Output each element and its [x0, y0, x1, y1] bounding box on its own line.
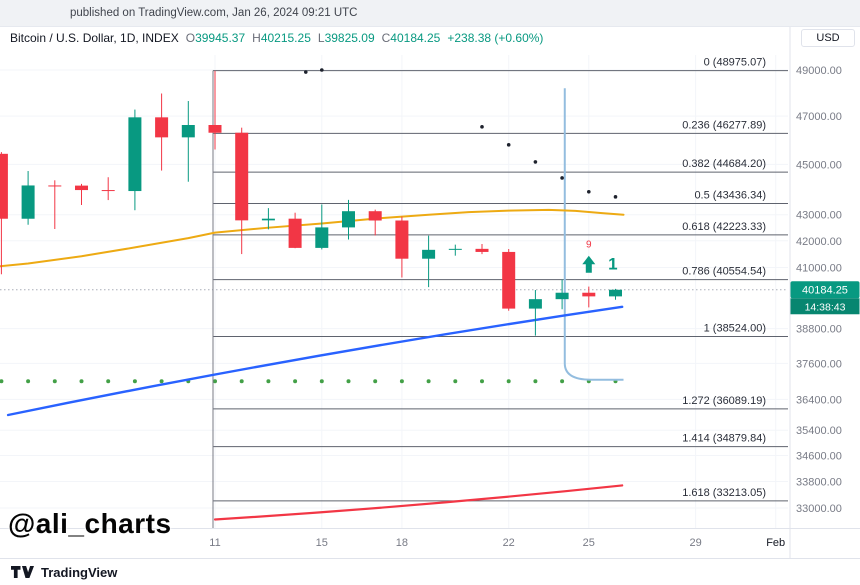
candle-body [528, 299, 542, 309]
candle-body [75, 185, 88, 191]
x-axis-label: 18 [396, 537, 408, 549]
candle-body [582, 292, 596, 297]
candle-body [128, 117, 142, 192]
price-badge [790, 281, 860, 299]
price-change: +238.38 (+0.60%) [447, 31, 544, 45]
candle-body [21, 185, 35, 219]
lower-trendline[interactable] [213, 484, 624, 521]
price-badge-value: 40184.25 [802, 284, 848, 296]
countdown-value: 14:38:43 [805, 301, 846, 313]
x-axis-label: 29 [689, 537, 701, 549]
y-axis-label: 42000.00 [796, 236, 842, 248]
fib-level-label: 0.236 (46277.89) [682, 119, 766, 131]
y-axis-label: 36400.00 [796, 394, 842, 406]
candle-body [315, 227, 329, 248]
curve-drawing[interactable] [563, 88, 624, 381]
publish-banner: published on TradingView.com, Jan 26, 20… [0, 0, 860, 27]
candle-body [448, 248, 462, 250]
x-axis-label: 11 [209, 537, 220, 549]
fib-level-label: 0 (48975.07) [704, 57, 766, 69]
signal-one-label: 1 [608, 254, 617, 273]
y-axis-label: 47000.00 [796, 111, 842, 123]
ohlc-open-label: O [185, 31, 196, 45]
publish-text: published on TradingView.com, Jan 26, 20… [70, 7, 358, 19]
y-axis-label: 38800.00 [796, 324, 842, 336]
candle-body [48, 185, 62, 187]
x-axis-label: 15 [316, 537, 328, 549]
candle-body [395, 220, 409, 259]
footer: TradingView [0, 558, 860, 585]
candle-body [288, 218, 302, 248]
candle-body [208, 125, 222, 133]
candle-body [181, 125, 195, 138]
ohlc-low-value: 39825.09 [324, 31, 375, 45]
candle-body [555, 292, 569, 300]
y-axis-label: 43000.00 [796, 210, 842, 222]
ohlc-close-value: 40184.25 [390, 31, 441, 45]
candle-body [155, 117, 169, 138]
currency-toggle[interactable]: USD [801, 29, 855, 47]
y-axis-label: 49000.00 [796, 65, 842, 77]
candle-body [101, 190, 115, 192]
x-axis-label: 22 [503, 537, 515, 549]
y-axis-label: 33000.00 [796, 503, 842, 515]
candle-body [475, 248, 489, 252]
candle-body [502, 251, 516, 309]
y-axis-label: 35400.00 [796, 425, 842, 437]
fib-level-label: 0.382 (44684.20) [682, 158, 766, 170]
fib-level-label: 1.272 (36089.19) [682, 395, 766, 407]
x-axis-label: Feb [766, 537, 785, 549]
candle-body [342, 211, 355, 228]
ohlc-high-value: 40215.25 [260, 31, 311, 45]
ohlc-close-label: C [381, 31, 391, 45]
symbol-title[interactable]: Bitcoin / U.S. Dollar, 1D, INDEX [10, 31, 179, 45]
y-axis-label: 34600.00 [796, 451, 842, 463]
td-nine-label: 9 [586, 240, 592, 251]
candle-body [0, 153, 8, 219]
up-arrow-icon [582, 255, 596, 273]
candle-body [235, 132, 249, 221]
candle-body [609, 289, 622, 297]
y-axis-label: 37600.00 [796, 358, 842, 370]
countdown-badge [790, 298, 860, 315]
tradingview-logo-icon[interactable] [10, 565, 34, 579]
fib-level-label: 1.414 (34879.84) [682, 433, 766, 445]
fib-level-label: 1 (38524.00) [704, 323, 766, 335]
y-axis-label: 33800.00 [796, 476, 842, 488]
watermark: @ali_charts [8, 508, 172, 539]
ohlc-high-label: H [252, 31, 261, 45]
fib-level-label: 1.618 (33213.05) [682, 487, 766, 499]
fib-level-label: 0.618 (42223.33) [682, 221, 766, 233]
y-axis-label: 41000.00 [796, 262, 842, 274]
fib-level-label: 0.786 (40554.54) [682, 266, 766, 278]
tradingview-brand[interactable]: TradingView [41, 564, 118, 580]
y-axis-label: 45000.00 [796, 159, 842, 171]
candles[interactable] [0, 70, 622, 336]
ohlc-low-label: L [317, 31, 325, 45]
sar-dots [303, 68, 618, 199]
fib-retracement[interactable] [213, 70, 788, 502]
candle-body [368, 211, 382, 221]
candle-body [261, 218, 275, 221]
candle-body [422, 249, 436, 259]
chart-header: Bitcoin / U.S. Dollar, 1D, INDEX O 39945.… [10, 29, 543, 47]
ohlc-open-value: 39945.37 [195, 31, 246, 45]
fib-level-label: 0.5 (43436.34) [694, 190, 766, 202]
x-axis-label: 25 [583, 537, 595, 549]
